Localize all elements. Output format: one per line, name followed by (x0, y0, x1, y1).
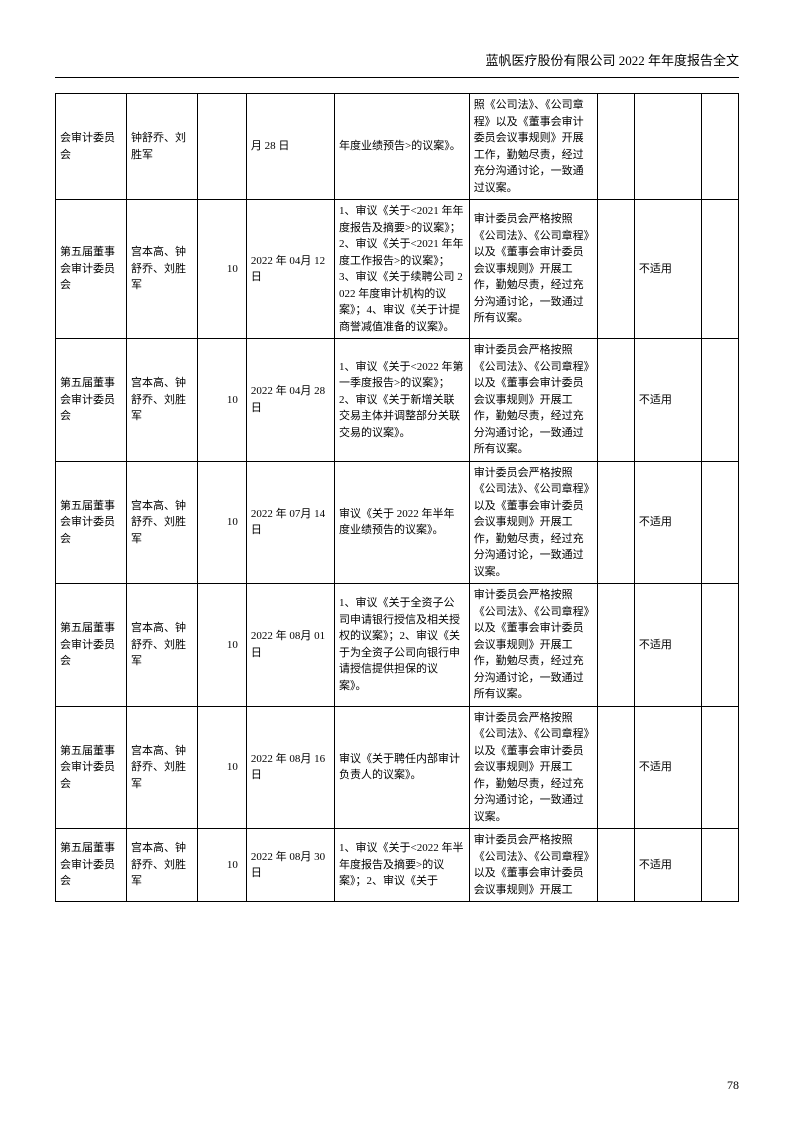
table-cell: 宫本高、钟舒乔、刘胜军 (126, 339, 197, 462)
table-cell: 10 (197, 829, 246, 902)
table-cell: 10 (197, 200, 246, 339)
table-cell: 1、审议《关于<2022 年第一季度报告>的议案》；2、审议《关于新增关联交易主… (335, 339, 470, 462)
table-cell: 不适用 (634, 461, 701, 584)
table-cell (598, 706, 635, 829)
table-cell (702, 200, 739, 339)
table-cell: 不适用 (634, 829, 701, 902)
table-row: 第五届董事会审计委员会宫本高、钟舒乔、刘胜军102022 年 08月 16 日审… (56, 706, 739, 829)
table-cell: 宫本高、钟舒乔、刘胜军 (126, 584, 197, 707)
table-cell: 照《公司法》、《公司章程》以及《董事会审计委员会议事规则》开展工作，勤勉尽责，经… (469, 94, 598, 200)
committee-meetings-table: 会审计委员会钟舒乔、刘胜军月 28 日年度业绩预告>的议案》。照《公司法》、《公… (55, 93, 739, 902)
table-cell (702, 829, 739, 902)
table-cell: 审计委员会严格按照《公司法》、《公司章程》以及《董事会审计委员会议事规则》开展工… (469, 461, 598, 584)
table-cell: 审计委员会严格按照《公司法》、《公司章程》以及《董事会审计委员会议事规则》开展工… (469, 706, 598, 829)
table-cell: 宫本高、钟舒乔、刘胜军 (126, 706, 197, 829)
table-cell: 第五届董事会审计委员会 (56, 200, 127, 339)
table-cell: 2022 年 08月 16 日 (246, 706, 334, 829)
table-cell: 10 (197, 706, 246, 829)
table-cell: 1、审议《关于<2022 年半年度报告及摘要>的议案》；2、审议《关于 (335, 829, 470, 902)
table-cell: 2022 年 04月 28 日 (246, 339, 334, 462)
table-row: 第五届董事会审计委员会宫本高、钟舒乔、刘胜军102022 年 08月 30 日1… (56, 829, 739, 902)
table-cell: 不适用 (634, 339, 701, 462)
table-cell: 不适用 (634, 706, 701, 829)
table-cell: 审计委员会严格按照《公司法》、《公司章程》以及《董事会审计委员会议事规则》开展工… (469, 339, 598, 462)
table-cell (634, 94, 701, 200)
table-cell: 2022 年 08月 30 日 (246, 829, 334, 902)
page-number: 78 (727, 1078, 739, 1093)
table-cell: 不适用 (634, 584, 701, 707)
table-cell (702, 94, 739, 200)
table-cell (598, 339, 635, 462)
table-cell (702, 461, 739, 584)
table-cell: 年度业绩预告>的议案》。 (335, 94, 470, 200)
table-cell: 2022 年 04月 12 日 (246, 200, 334, 339)
page-header: 蓝帆医疗股份有限公司 2022 年年度报告全文 (55, 50, 739, 78)
table-cell: 1、审议《关于全资子公司申请银行授信及相关授权的议案》；2、审议《关于为全资子公… (335, 584, 470, 707)
table-cell (197, 94, 246, 200)
table-row: 第五届董事会审计委员会宫本高、钟舒乔、刘胜军102022 年 08月 01 日1… (56, 584, 739, 707)
table-cell: 审议《关于 2022 年半年度业绩预告的议案》。 (335, 461, 470, 584)
table-cell: 审计委员会严格按照《公司法》、《公司章程》以及《董事会审计委员会议事规则》开展工 (469, 829, 598, 902)
table-cell: 月 28 日 (246, 94, 334, 200)
table-cell: 10 (197, 339, 246, 462)
table-cell (598, 461, 635, 584)
table-cell: 宫本高、钟舒乔、刘胜军 (126, 200, 197, 339)
table-cell: 2022 年 08月 01 日 (246, 584, 334, 707)
table-cell: 宫本高、钟舒乔、刘胜军 (126, 461, 197, 584)
table-cell: 会审计委员会 (56, 94, 127, 200)
table-cell: 宫本高、钟舒乔、刘胜军 (126, 829, 197, 902)
table-row: 第五届董事会审计委员会宫本高、钟舒乔、刘胜军102022 年 04月 28 日1… (56, 339, 739, 462)
table-cell (598, 584, 635, 707)
table-cell: 审议《关于聘任内部审计负责人的议案》。 (335, 706, 470, 829)
table-cell: 1、审议《关于<2021 年年度报告及摘要>的议案》；2、审议《关于<2021 … (335, 200, 470, 339)
table-cell (702, 706, 739, 829)
table-cell: 2022 年 07月 14 日 (246, 461, 334, 584)
table-row: 第五届董事会审计委员会宫本高、钟舒乔、刘胜军102022 年 07月 14 日审… (56, 461, 739, 584)
table-cell: 钟舒乔、刘胜军 (126, 94, 197, 200)
table-cell: 10 (197, 461, 246, 584)
table-cell: 不适用 (634, 200, 701, 339)
table-cell (598, 94, 635, 200)
table-cell: 第五届董事会审计委员会 (56, 461, 127, 584)
table-cell: 第五届董事会审计委员会 (56, 339, 127, 462)
table-row: 会审计委员会钟舒乔、刘胜军月 28 日年度业绩预告>的议案》。照《公司法》、《公… (56, 94, 739, 200)
table-cell: 审计委员会严格按照《公司法》、《公司章程》以及《董事会审计委员会议事规则》开展工… (469, 584, 598, 707)
table-cell (702, 584, 739, 707)
table-cell: 审计委员会严格按照《公司法》、《公司章程》以及《董事会审计委员会议事规则》开展工… (469, 200, 598, 339)
table-cell (598, 200, 635, 339)
table-cell (598, 829, 635, 902)
table-cell: 10 (197, 584, 246, 707)
table-row: 第五届董事会审计委员会宫本高、钟舒乔、刘胜军102022 年 04月 12 日1… (56, 200, 739, 339)
table-cell: 第五届董事会审计委员会 (56, 829, 127, 902)
table-cell: 第五届董事会审计委员会 (56, 706, 127, 829)
table-cell: 第五届董事会审计委员会 (56, 584, 127, 707)
table-cell (702, 339, 739, 462)
